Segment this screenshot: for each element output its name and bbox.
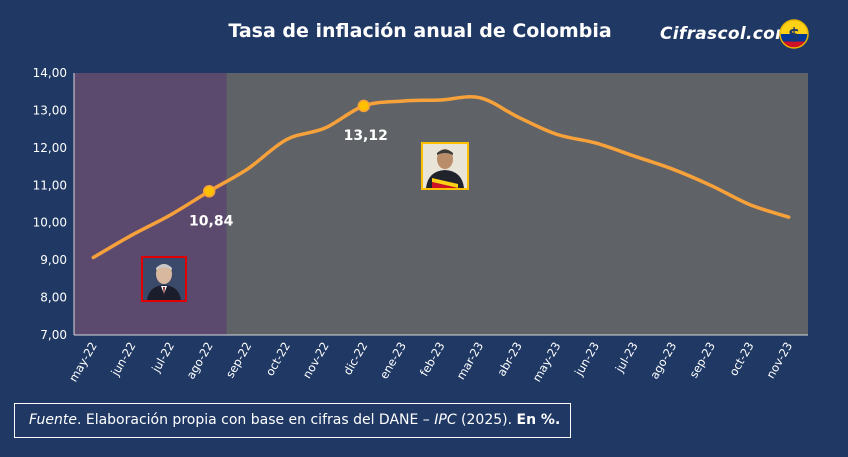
highlight-point — [357, 99, 370, 113]
x-tick-label: mar-23 — [454, 340, 487, 383]
data-label: 13,12 — [344, 128, 388, 144]
data-label: 10,84 — [189, 213, 234, 229]
y-tick-label: 10,00 — [33, 216, 67, 230]
x-tick-label: sep-23 — [686, 340, 718, 381]
y-tick-label: 7,00 — [40, 328, 67, 342]
highlight-markers: 10,84 13,12 — [189, 99, 388, 229]
x-tick-label: ene-23 — [377, 340, 409, 382]
petro-portrait-image — [421, 142, 469, 190]
x-tick-label: jun-23 — [571, 340, 602, 380]
duque-portrait-image — [141, 256, 187, 302]
x-tick-label: may-23 — [530, 340, 564, 385]
y-tick-label: 11,00 — [33, 178, 67, 192]
colombia-flag-icon — [780, 20, 808, 48]
brand-logo-text: Cifrascol.com — [660, 24, 794, 44]
x-tick-label: feb-23 — [417, 340, 448, 379]
x-tick-label: oct-23 — [726, 340, 756, 379]
y-tick-label: 12,00 — [33, 141, 67, 155]
svg-text:$: $ — [788, 25, 800, 45]
y-tick-label: 9,00 — [40, 253, 67, 267]
x-tick-label: sep-22 — [223, 340, 255, 381]
x-tick-label: ago-22 — [183, 340, 215, 382]
source-note: Fuente. Elaboración propia con base en c… — [14, 403, 571, 438]
x-tick-label: jul-22 — [148, 340, 177, 376]
x-tick-label: nov-22 — [300, 340, 332, 381]
source-ipc: IPC — [434, 412, 457, 428]
highlight-point — [202, 185, 216, 198]
y-tick-label: 8,00 — [40, 291, 67, 305]
x-tick-label: oct-22 — [263, 340, 293, 379]
x-tick-label: may-22 — [66, 340, 100, 385]
coin-dollar-icon: $ — [779, 19, 809, 49]
source-unit: En %. — [516, 412, 561, 428]
chart-title: Tasa de inflación anual de Colombia — [228, 20, 612, 42]
x-tick-label: dic-22 — [340, 340, 370, 378]
source-year: (2025). — [456, 412, 517, 428]
y-tick-label: 14,00 — [33, 66, 67, 80]
y-tick-label: 13,00 — [33, 103, 67, 117]
x-tick-label: ago-23 — [647, 340, 679, 382]
x-tick-label: jul-23 — [612, 340, 641, 376]
x-tick-label: abr-23 — [494, 340, 525, 379]
x-axis: may-22 jun-22 jul-22 ago-22 sep-22 oct-22 nov-… — [66, 334, 808, 385]
source-text: . Elaboración propia con base en cifras … — [76, 412, 435, 428]
x-tick-label: jun-22 — [108, 340, 139, 380]
y-axis: 7,00 8,00 9,00 10,00 11,00 12,00 13,00 14,00 — [33, 66, 75, 342]
x-tick-label: nov-23 — [763, 340, 795, 381]
source-label: Fuente — [29, 412, 77, 428]
